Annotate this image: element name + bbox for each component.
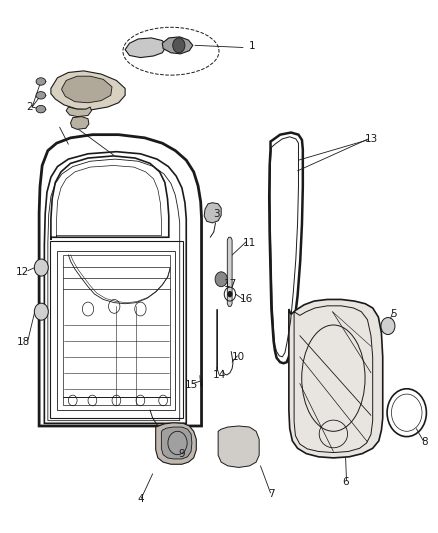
Circle shape (381, 318, 395, 335)
Circle shape (34, 303, 48, 320)
Polygon shape (161, 427, 192, 459)
Circle shape (215, 272, 227, 287)
Polygon shape (204, 203, 221, 223)
Text: 14: 14 (213, 370, 226, 381)
Text: 5: 5 (390, 309, 397, 319)
Polygon shape (62, 76, 112, 103)
Polygon shape (162, 37, 193, 54)
Polygon shape (125, 38, 166, 58)
Ellipse shape (36, 78, 46, 85)
Polygon shape (51, 71, 125, 110)
Text: 11: 11 (243, 238, 256, 247)
Polygon shape (289, 300, 383, 458)
Text: 18: 18 (17, 337, 30, 347)
Polygon shape (66, 107, 92, 117)
Polygon shape (218, 426, 259, 467)
Text: 16: 16 (240, 294, 253, 304)
Text: 4: 4 (137, 494, 144, 504)
Text: 9: 9 (179, 449, 185, 458)
Polygon shape (155, 423, 196, 464)
Text: 6: 6 (343, 477, 349, 487)
Circle shape (173, 38, 185, 53)
Text: 8: 8 (421, 437, 427, 447)
Polygon shape (71, 117, 89, 130)
Polygon shape (227, 237, 232, 306)
Text: 2: 2 (26, 102, 32, 112)
Text: 17: 17 (224, 279, 237, 288)
Text: 3: 3 (213, 209, 220, 220)
Text: 12: 12 (16, 267, 29, 277)
Text: 15: 15 (185, 379, 198, 390)
Text: 7: 7 (268, 489, 275, 499)
Ellipse shape (36, 106, 46, 113)
Ellipse shape (36, 92, 46, 99)
Text: 13: 13 (365, 134, 378, 144)
Circle shape (34, 259, 48, 276)
Text: 10: 10 (232, 352, 245, 362)
Text: 1: 1 (248, 41, 255, 51)
Circle shape (227, 291, 233, 297)
